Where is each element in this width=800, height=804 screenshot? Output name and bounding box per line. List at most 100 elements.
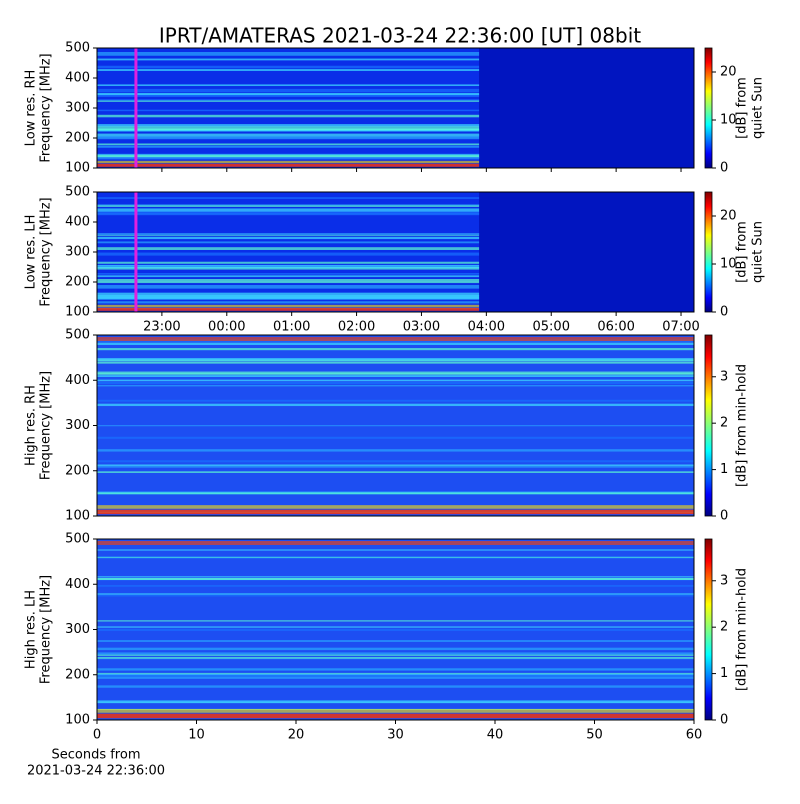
- y-axis-label: Frequency [MHz]: [39, 575, 54, 684]
- x-tick-label: 60: [686, 728, 703, 743]
- y-axis-label: Frequency [MHz]: [39, 53, 54, 162]
- spectrogram-stripe: [97, 52, 480, 56]
- spectrogram-stripe: [97, 652, 694, 655]
- spectrogram-stripe: [97, 701, 694, 704]
- spectrogram-stripe: [97, 672, 694, 674]
- spectrogram-stripe: [97, 145, 480, 148]
- spectrogram-stripe: [97, 279, 480, 282]
- spectrogram-stripe: [97, 654, 694, 656]
- spectrogram-stripe: [97, 204, 480, 206]
- spectrogram-stripe: [97, 685, 694, 688]
- colorbar-tick-label: 2: [720, 416, 728, 431]
- spectrogram-stripe: [97, 585, 694, 587]
- spectrogram-stripe: [97, 379, 694, 382]
- spectrogram-stripe: [97, 668, 694, 671]
- spectrogram-stripe: [97, 143, 480, 146]
- spectrogram-stripe: [97, 464, 694, 467]
- spectrogram-stripe: [97, 593, 694, 595]
- x-tick-label: 40: [487, 728, 504, 743]
- spectrogram-stripe: [97, 577, 694, 580]
- spectrogram-stripe: [97, 466, 694, 468]
- spectrogram-stripe: [97, 273, 480, 275]
- colorbar: [704, 191, 713, 313]
- spectrogram-stripe: [97, 626, 694, 628]
- colorbar-tick-label: 0: [720, 713, 728, 728]
- colorbar-tick-label: 10: [720, 257, 737, 272]
- spectrogram-stripe: [97, 285, 480, 289]
- x-tick-label: 0: [93, 728, 101, 743]
- colorbar-tick-label: 1: [720, 462, 728, 477]
- x-tick-label: 23:00: [143, 320, 180, 335]
- spectrogram-stripe: [97, 247, 480, 250]
- spectrogram-band: [97, 304, 480, 308]
- spectrogram-stripe: [97, 492, 694, 495]
- y-axis-label: High res. LH: [24, 590, 39, 669]
- y-tick-label: 100: [65, 161, 90, 176]
- spectrogram-stripe: [97, 133, 480, 138]
- x-tick-label: 06:00: [597, 320, 634, 335]
- spectrogram-stripe: [97, 204, 480, 207]
- colorbar-label: quiet Sun: [751, 221, 766, 283]
- spectrogram-stripe: [97, 69, 480, 71]
- spectrogram-stripe: [97, 674, 694, 677]
- spectrogram-stripe: [97, 233, 480, 236]
- spectrogram-stripe: [97, 403, 694, 407]
- x-tick-label: 00:00: [208, 320, 245, 335]
- y-tick-label: 100: [65, 305, 90, 320]
- y-tick-label: 300: [65, 622, 90, 637]
- colorbar-tick-label: 20: [720, 65, 737, 80]
- spectrogram-stripe: [97, 449, 694, 452]
- x-tick-label: 04:00: [468, 320, 505, 335]
- spectrogram-stripe: [97, 267, 480, 270]
- spectrogram-stripe: [97, 358, 694, 361]
- spectrogram-quiet-region: [479, 192, 694, 312]
- x-tick-label: 10: [188, 728, 205, 743]
- colorbar-label: quiet Sun: [751, 77, 766, 139]
- colorbar-tick-label: 0: [720, 509, 728, 524]
- colorbar-tick-label: 0: [720, 305, 728, 320]
- spectrogram-stripe: [97, 676, 694, 679]
- spectrogram-stripe: [97, 460, 694, 463]
- colorbar-tick-label: 3: [720, 573, 728, 588]
- spectrogram-stripe: [97, 236, 480, 240]
- spectrogram-stripe: [97, 576, 694, 578]
- spectrogram-stripe: [97, 261, 480, 264]
- spectrogram-band: [97, 509, 694, 515]
- figure-title: IPRT/AMATERAS 2021-03-24 22:36:00 [UT] 0…: [159, 24, 641, 48]
- spectrogram-stripe: [97, 657, 694, 659]
- y-tick-label: 400: [65, 577, 90, 592]
- spectrogram-stripe: [97, 301, 480, 304]
- x-tick-label: 07:00: [662, 320, 699, 335]
- y-tick-label: 200: [65, 275, 90, 290]
- spectrogram-stripe: [97, 241, 480, 244]
- spectrogram-stripe: [97, 700, 694, 703]
- spectrogram-stripe: [97, 265, 480, 267]
- spectrogram-stripe: [97, 373, 694, 375]
- spectrogram-stripe: [97, 88, 480, 93]
- spectrogram-stripe: [97, 281, 480, 284]
- y-axis-label: Frequency [MHz]: [39, 371, 54, 480]
- x-axis-label: Seconds from: [51, 748, 140, 763]
- spectrogram-stripe: [97, 594, 694, 597]
- spectrogram-stripe: [97, 275, 480, 278]
- spectrogram-stripe: [97, 211, 480, 216]
- y-tick-label: 500: [65, 532, 90, 547]
- y-tick-label: 400: [65, 71, 90, 86]
- spectrogram-band: [97, 713, 694, 719]
- spectrogram-stripe: [97, 385, 694, 387]
- spectrogram-stripe: [97, 399, 694, 402]
- colorbar-tick-label: 2: [720, 620, 728, 635]
- spectrogram-band: [97, 709, 694, 713]
- colorbar-label: [dB] from min-hold: [735, 568, 750, 691]
- spectrogram-band: [97, 337, 694, 341]
- x-tick-label: 05:00: [533, 320, 570, 335]
- y-tick-label: 500: [65, 41, 90, 56]
- spectrogram-stripe: [97, 620, 694, 622]
- colorbar: [704, 334, 713, 517]
- spectrogram-stripe: [97, 99, 480, 101]
- spectrogram-stripe: [97, 647, 694, 651]
- spectrogram-stripe: [97, 295, 480, 299]
- spectrogram-stripe: [97, 371, 694, 375]
- spectrogram-band: [97, 505, 694, 509]
